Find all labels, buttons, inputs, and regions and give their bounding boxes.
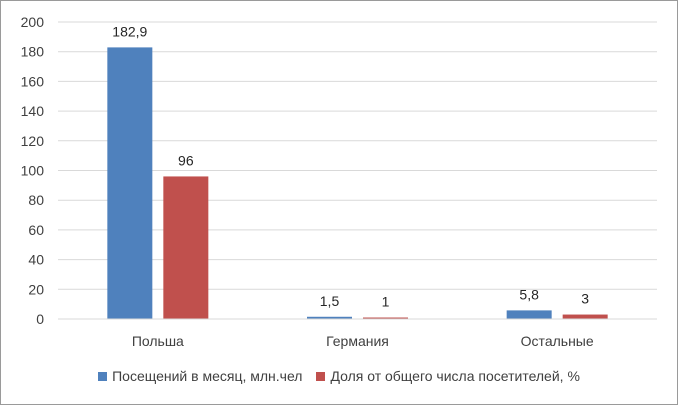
- data-label: 1: [382, 294, 390, 310]
- legend-swatch-series-2: [316, 371, 326, 381]
- bar-series-1: [506, 310, 552, 319]
- y-tick-label: 120: [21, 133, 45, 149]
- bar-series-2: [562, 314, 608, 319]
- x-tick-label: Польша: [132, 333, 184, 349]
- legend-label-series-1: Посещений в месяц, млн.чел: [112, 368, 303, 384]
- y-tick-label: 100: [21, 163, 45, 179]
- data-label: 3: [581, 291, 589, 307]
- legend-item-series-1: Посещений в месяц, млн.чел: [98, 368, 302, 384]
- bar-series-1: [307, 316, 352, 319]
- y-tick-label: 160: [21, 73, 45, 89]
- y-tick-label: 180: [21, 44, 45, 60]
- y-tick-label: 60: [28, 222, 44, 238]
- data-label: 1,5: [320, 293, 340, 309]
- y-tick-label: 20: [28, 281, 44, 297]
- y-tick-label: 40: [28, 252, 44, 268]
- bar-series-2: [363, 317, 408, 319]
- legend-swatch-series-1: [98, 371, 108, 381]
- x-tick-label: Германия: [326, 333, 389, 349]
- legend-item-series-2: Доля от общего числа посетителей, %: [316, 368, 580, 384]
- bar-series-1: [107, 47, 153, 320]
- y-tick-label: 0: [36, 311, 44, 327]
- x-tick-label: Остальные: [521, 333, 594, 349]
- bar-series-2: [163, 176, 209, 319]
- data-label: 96: [178, 152, 194, 168]
- data-label: 182,9: [112, 23, 147, 39]
- data-label: 5,8: [519, 286, 539, 302]
- y-tick-label: 80: [28, 192, 44, 208]
- y-tick-label: 200: [21, 14, 45, 30]
- y-tick-label: 140: [21, 103, 45, 119]
- legend: Посещений в месяц, млн.чел Доля от общег…: [1, 368, 677, 384]
- legend-label-series-2: Доля от общего числа посетителей, %: [330, 368, 580, 384]
